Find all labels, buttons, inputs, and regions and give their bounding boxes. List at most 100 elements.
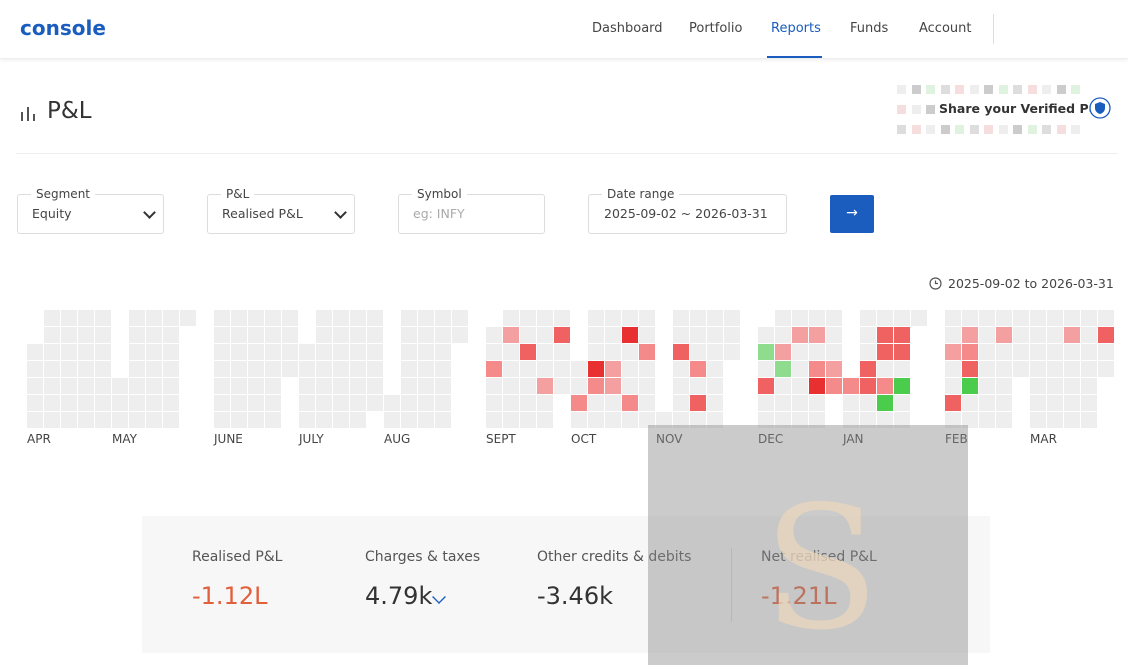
heat-cell (180, 310, 196, 326)
nav-item[interactable]: Account (919, 21, 972, 36)
heat-cell (673, 310, 689, 326)
heat-cell (588, 395, 604, 411)
heat-cell (775, 412, 791, 428)
deco-square (969, 125, 979, 134)
summary-panel (142, 516, 990, 653)
month-label: JULY (299, 432, 324, 446)
heat-cell (724, 344, 740, 360)
nav-item[interactable]: Dashboard (592, 21, 663, 36)
heat-cell (673, 412, 689, 428)
heat-cell (248, 344, 264, 360)
heat-cell (350, 327, 366, 343)
heat-cell (673, 327, 689, 343)
heat-cell (673, 378, 689, 394)
deco-square (897, 125, 906, 134)
heat-cell (520, 344, 536, 360)
divider (993, 14, 994, 44)
heat-cell (622, 310, 638, 326)
heat-cell (265, 395, 281, 411)
heat-cell (1064, 412, 1080, 428)
heat-cell (1030, 412, 1046, 428)
heat-cell (129, 395, 145, 411)
heat-cell (622, 327, 638, 343)
heat-cell (945, 310, 961, 326)
month-label: JAN (843, 432, 864, 446)
heat-cell (945, 327, 961, 343)
heat-cell (622, 412, 638, 428)
heat-cell (248, 378, 264, 394)
heat-cell (1047, 310, 1063, 326)
heat-cell (214, 344, 230, 360)
heat-cell (129, 412, 145, 428)
heat-cell (1013, 361, 1029, 377)
heat-cell (588, 412, 604, 428)
heat-cell (350, 378, 366, 394)
heat-cell (248, 327, 264, 343)
heat-cell (129, 344, 145, 360)
deco-square (1027, 125, 1037, 134)
nav-item[interactable]: Reports (771, 21, 821, 36)
filter-box[interactable] (588, 194, 787, 234)
heat-cell (503, 412, 519, 428)
heat-cell (877, 327, 893, 343)
heat-cell (622, 378, 638, 394)
heat-cell (860, 378, 876, 394)
heat-cell (605, 344, 621, 360)
heat-cell (979, 327, 995, 343)
summary-value: -3.46k (537, 582, 613, 610)
heat-cell (639, 344, 655, 360)
heat-cell (809, 395, 825, 411)
heat-cell (894, 310, 910, 326)
summary-label: Charges & taxes (365, 549, 481, 565)
nav-item[interactable]: Funds (850, 21, 889, 36)
overlay (648, 425, 968, 665)
summary-value: 4.79k (365, 582, 433, 610)
heat-cell (78, 361, 94, 377)
heat-cell (78, 344, 94, 360)
heat-cell (401, 378, 417, 394)
month-label: FEB (945, 432, 968, 446)
heat-cell (486, 412, 502, 428)
heat-cell (316, 327, 332, 343)
heat-cell (537, 378, 553, 394)
heat-cell (1047, 361, 1063, 377)
heat-cell (826, 344, 842, 360)
heat-cell (792, 412, 808, 428)
heat-cell (979, 361, 995, 377)
deco-square (955, 85, 964, 94)
clock-icon (929, 277, 942, 290)
shield-icon[interactable] (1089, 97, 1111, 119)
summary-value: -1.12L (192, 582, 268, 610)
deco-square (1027, 85, 1037, 94)
logo[interactable]: console (20, 16, 106, 40)
heat-cell (503, 378, 519, 394)
heat-cell (248, 412, 264, 428)
deco-square (940, 125, 950, 134)
heat-cell (690, 310, 706, 326)
heat-cell (639, 327, 655, 343)
heat-cell (265, 344, 281, 360)
filter-box[interactable] (207, 194, 355, 234)
heat-cell (860, 327, 876, 343)
nav-item[interactable]: Portfolio (689, 21, 743, 36)
deco-square (911, 125, 921, 134)
heat-cell (503, 361, 519, 377)
heat-cell (894, 361, 910, 377)
heat-cell (860, 310, 876, 326)
heat-cell (690, 378, 706, 394)
submit-button[interactable]: → (830, 195, 874, 233)
heat-cell (1081, 378, 1097, 394)
heat-cell (231, 310, 247, 326)
heat-cell (605, 327, 621, 343)
summary-label: Realised P&L (192, 549, 283, 565)
heat-cell (163, 310, 179, 326)
month-label: JUNE (214, 432, 243, 446)
filter-box[interactable] (398, 194, 545, 234)
heat-cell (503, 310, 519, 326)
deco-square (1042, 85, 1051, 94)
share-label[interactable]: Share your Verified P&L (939, 101, 1108, 116)
heat-cell (622, 361, 638, 377)
heat-cell (809, 327, 825, 343)
heat-cell (418, 344, 434, 360)
heat-cell (945, 412, 961, 428)
